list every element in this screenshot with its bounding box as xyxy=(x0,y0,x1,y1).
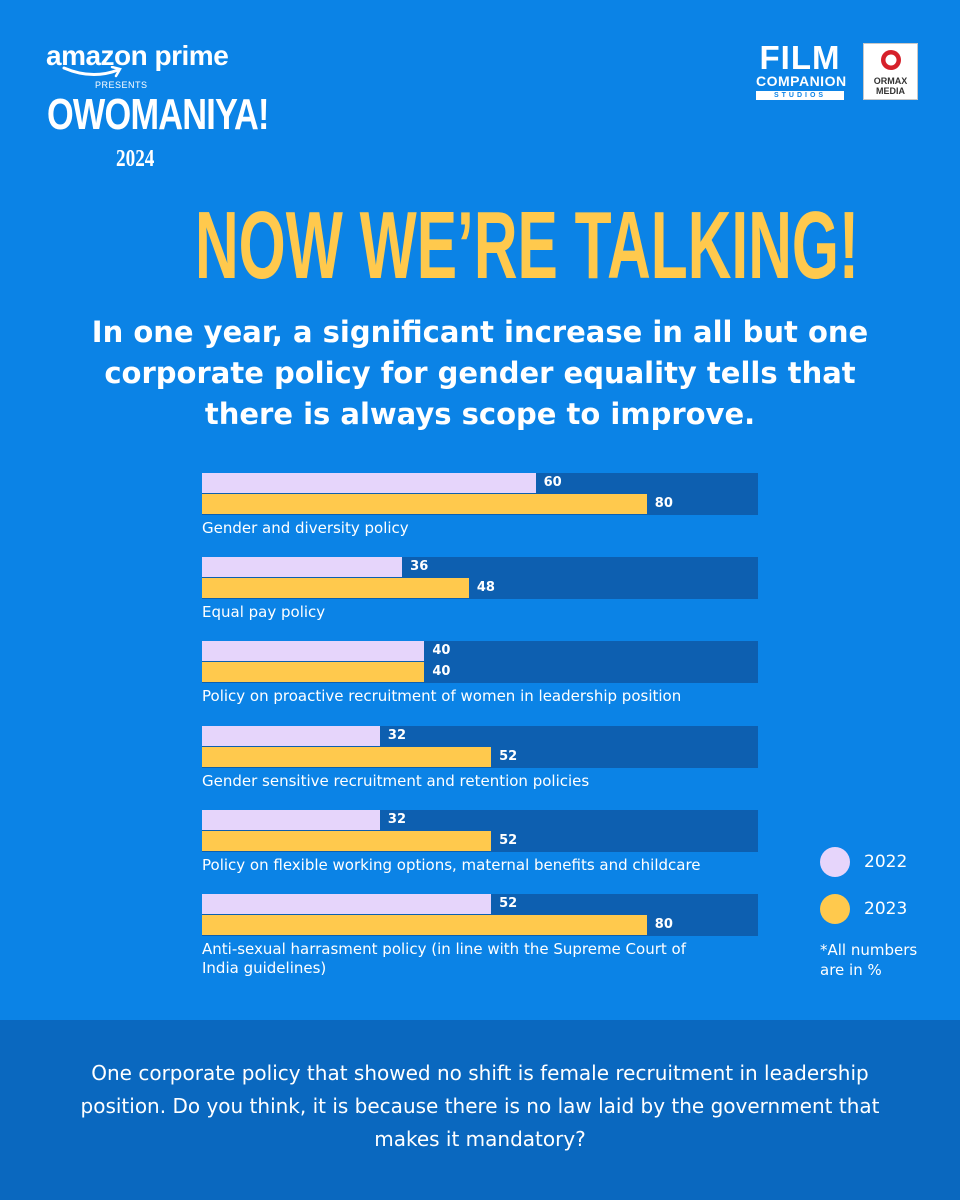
bar-2023 xyxy=(202,662,425,682)
bar-2023 xyxy=(202,747,492,767)
bar-2022 xyxy=(202,726,380,746)
data-label-2022: 52 xyxy=(499,896,518,911)
headline: NOW WE’RE TALKING! xyxy=(0,198,960,294)
data-label-2022: 40 xyxy=(432,643,451,658)
ormax-circle-icon xyxy=(881,50,901,70)
data-label-2022: 32 xyxy=(387,728,406,743)
legend-label-2022: 2022 xyxy=(864,852,908,872)
bar-2023 xyxy=(202,915,647,935)
legend-swatch-2023 xyxy=(820,894,850,924)
presents-label: PRESENTS xyxy=(95,80,148,90)
bar-2022 xyxy=(202,810,380,830)
legend-label-2023: 2023 xyxy=(864,899,908,919)
bar-2022 xyxy=(202,894,492,914)
bar-2022 xyxy=(202,641,425,661)
data-label-2023: 80 xyxy=(654,496,673,511)
film-companion-logo: FILM COMPANION STUDIOS xyxy=(756,39,847,100)
category-label: Equal pay policy xyxy=(202,603,326,621)
bar-2023 xyxy=(202,494,647,514)
film-companion-line2: COMPANION xyxy=(756,73,847,89)
category-label: Policy on proactive recruitment of women… xyxy=(202,687,682,705)
data-label-2023: 52 xyxy=(499,749,518,764)
category-label: Policy on flexible working options, mate… xyxy=(202,856,701,874)
show-year: 2024 xyxy=(116,146,155,172)
data-label-2022: 60 xyxy=(543,475,562,490)
ormax-media-logo: ORMAX MEDIA xyxy=(863,43,918,100)
bar-2022 xyxy=(202,557,403,577)
ormax-line1: ORMAX xyxy=(873,76,908,86)
category-label: Gender and diversity policy xyxy=(202,519,409,537)
bar-2023 xyxy=(202,578,469,598)
film-companion-line3: STUDIOS xyxy=(756,91,844,100)
film-companion-line1: FILM xyxy=(759,39,841,76)
data-label-2022: 36 xyxy=(410,559,429,574)
data-label-2023: 48 xyxy=(476,580,495,595)
data-label-2022: 32 xyxy=(387,812,406,827)
category-label: Gender sensitive recruitment and retenti… xyxy=(202,772,590,790)
subheadline: In one year, a significant increase in a… xyxy=(91,315,869,431)
amazon-smile-icon xyxy=(62,66,122,78)
amazon-prime-logo: amazon prime xyxy=(46,40,229,71)
ormax-line2: MEDIA xyxy=(876,86,905,96)
data-label-2023: 52 xyxy=(499,833,518,848)
data-label-2023: 80 xyxy=(654,917,673,932)
footer-text: One corporate policy that showed no shif… xyxy=(80,1061,880,1151)
bar-2023 xyxy=(202,831,492,851)
show-title: OWOMANIYA! xyxy=(47,90,269,139)
headline-text: NOW WE’RE TALKING! xyxy=(195,192,860,299)
data-label-2023: 40 xyxy=(432,664,451,679)
category-label: Anti-sexual harrasment policy (in line w… xyxy=(202,940,686,977)
units-note: *All numbers are in % xyxy=(820,941,918,979)
bar-2022 xyxy=(202,473,536,493)
footer-panel xyxy=(0,1020,960,1200)
legend-swatch-2022 xyxy=(820,847,850,877)
